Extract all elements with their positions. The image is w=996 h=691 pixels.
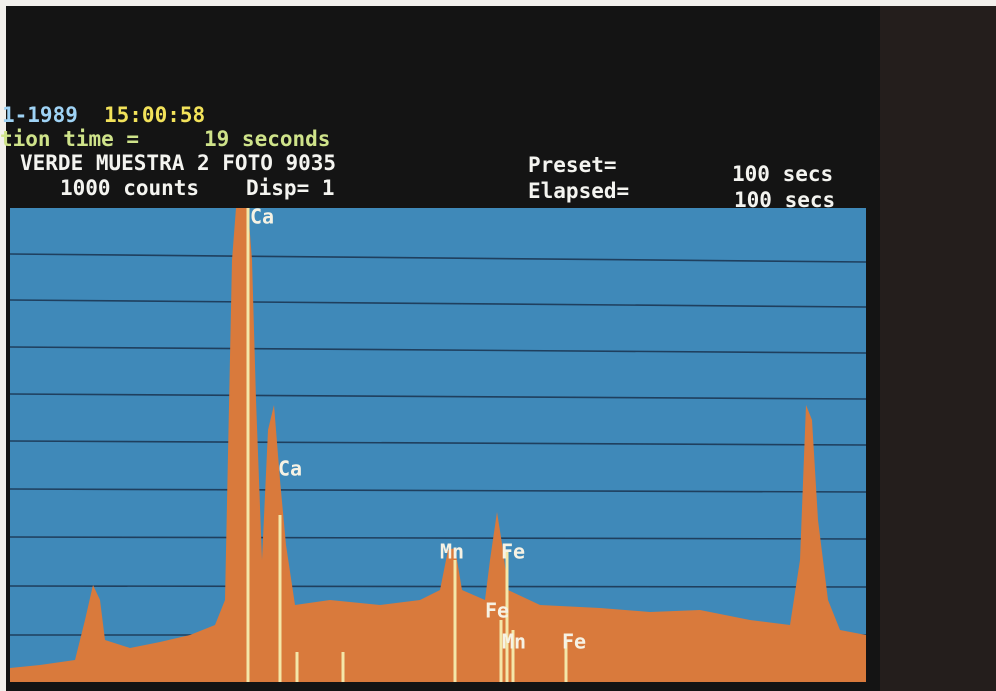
- scale: 1000 counts: [60, 176, 199, 200]
- grid-line: [9, 585, 867, 588]
- grid-line: [9, 253, 867, 263]
- time: 15:00:58: [104, 103, 205, 127]
- grid-line: [9, 299, 867, 308]
- spectrum: [10, 208, 866, 682]
- preset-value: 100 secs: [732, 162, 833, 186]
- peak-label: Mn: [502, 630, 526, 654]
- acquisition-label: tion time =: [0, 127, 139, 151]
- grid: [9, 253, 867, 636]
- preset-label: Preset=: [528, 153, 617, 177]
- acquisition-value: 19 seconds: [204, 127, 330, 151]
- display: Disp= 1: [246, 176, 335, 200]
- grid-line: [9, 346, 867, 354]
- grid-line: [9, 440, 867, 446]
- grid-line: [9, 488, 867, 493]
- grid-line: [9, 536, 867, 540]
- peak-label: Ca: [278, 457, 302, 481]
- bezel: [880, 6, 996, 691]
- elapsed-value: 100 secs: [734, 188, 835, 212]
- sample-name: VERDE MUESTRA 2 FOTO 9035: [20, 151, 336, 175]
- peak-label: Fe: [562, 630, 586, 654]
- peak-label: Fe: [501, 540, 525, 564]
- peak-markers: [246, 208, 568, 682]
- peak-label: Fe: [485, 599, 509, 623]
- peak-label: Ca: [250, 205, 274, 229]
- elapsed-label: Elapsed=: [528, 179, 629, 203]
- grid-line: [9, 393, 867, 400]
- date: 1-1989: [2, 103, 78, 127]
- peak-label: Mn: [440, 540, 464, 564]
